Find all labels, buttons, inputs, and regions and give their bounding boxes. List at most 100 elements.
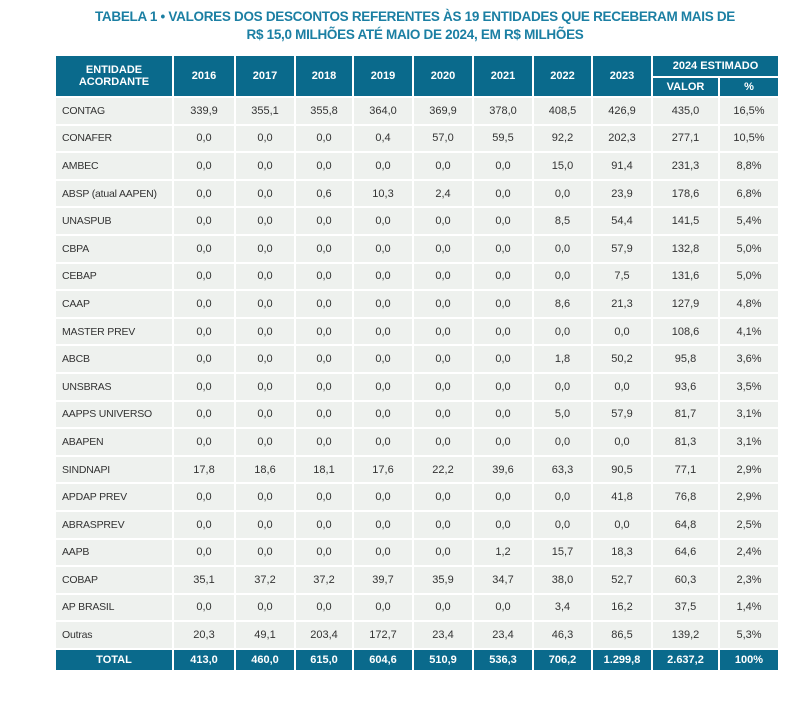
value-cell: 0,0 (412, 399, 474, 430)
header-entity: ENTIDADE ACORDANTE (54, 54, 174, 98)
header-2024-estimate: 2024 ESTIMADO (651, 54, 780, 78)
value-cell: 0,0 (472, 371, 534, 402)
value-cell: 10,5% (718, 123, 780, 154)
table-row: AAPPS UNIVERSO 0,0 0,0 0,0 0,0 0,0 0,0 5,0 57,9 8… (54, 399, 780, 430)
table-row: UNASPUB 0,0 0,0 0,0 0,0 0,0 0,0 8,5 54,4 141,5 5,4… (54, 206, 780, 236)
value-cell: 46,3 (532, 620, 593, 650)
value-cell: 3,1% (718, 399, 780, 430)
table-row: Outras 20,3 49,1 203,4 172,7 23,4 23,4 46,3 86,5… (54, 620, 780, 650)
value-cell: 0,0 (234, 151, 296, 181)
total-row: TOTAL 413,0 460,0 615,0 604,6 510,9 536,3 706,2… (54, 647, 780, 672)
value-cell: 0,0 (352, 261, 414, 292)
value-cell: 0,0 (412, 233, 474, 264)
total-cell: 460,0 (234, 647, 296, 672)
value-cell: 8,5 (532, 206, 593, 236)
value-cell: 1,8 (532, 344, 593, 374)
value-cell: 0,0 (472, 289, 534, 319)
discounts-table: ENTIDADE ACORDANTE 2016 2017 2018 2019 2… (54, 54, 780, 672)
value-cell: 132,8 (651, 233, 720, 264)
value-cell: 5,0 (532, 399, 593, 430)
value-cell: 7,5 (591, 261, 653, 292)
value-cell: 0,0 (472, 206, 534, 236)
entity-name: ABRASPREV (54, 509, 174, 540)
value-cell: 0,0 (234, 316, 296, 347)
table-row: AP BRASIL 0,0 0,0 0,0 0,0 0,0 0,0 3,4 16,2 37,5 1,… (54, 592, 780, 623)
table-row: CONTAG 339,9 355,1 355,8 364,0 369,9 378,0 408,… (54, 96, 780, 126)
entity-name: CAAP (54, 289, 174, 319)
table-row: UNSBRAS 0,0 0,0 0,0 0,0 0,0 0,0 0,0 0,0 93,6 3,5% (54, 371, 780, 402)
value-cell: 4,8% (718, 289, 780, 319)
total-cell: 604,6 (352, 647, 414, 672)
value-cell: 81,3 (651, 427, 720, 457)
value-cell: 0,0 (472, 482, 534, 512)
value-cell: 0,0 (294, 592, 354, 623)
value-cell: 408,5 (532, 96, 593, 126)
table-title: TABELA 1 • VALORES DOS DESCONTOS REFEREN… (94, 9, 736, 42)
value-cell: 0,0 (352, 399, 414, 430)
value-cell: 0,0 (532, 371, 593, 402)
value-cell: 92,2 (532, 123, 593, 154)
header-year: 2019 (352, 54, 414, 98)
value-cell: 0,0 (472, 592, 534, 623)
value-cell: 0,0 (172, 509, 236, 540)
value-cell: 0,0 (294, 427, 354, 457)
value-cell: 0,0 (591, 316, 653, 347)
value-cell: 0,0 (352, 233, 414, 264)
value-cell: 90,5 (591, 454, 653, 485)
header-valor: VALOR (651, 76, 720, 98)
value-cell: 3,1% (718, 427, 780, 457)
value-cell: 86,5 (591, 620, 653, 650)
value-cell: 0,0 (294, 206, 354, 236)
value-cell: 0,0 (294, 537, 354, 568)
value-cell: 426,9 (591, 96, 653, 126)
value-cell: 0,0 (412, 289, 474, 319)
value-cell: 4,1% (718, 316, 780, 347)
value-cell: 0,0 (294, 509, 354, 540)
value-cell: 0,0 (294, 482, 354, 512)
value-cell: 2,5% (718, 509, 780, 540)
value-cell: 60,3 (651, 565, 720, 595)
value-cell: 57,9 (591, 399, 653, 430)
value-cell: 0,0 (294, 151, 354, 181)
value-cell: 0,0 (172, 427, 236, 457)
value-cell: 81,7 (651, 399, 720, 430)
value-cell: 0,0 (352, 344, 414, 374)
value-cell: 2,9% (718, 454, 780, 485)
entity-name: Outras (54, 620, 174, 650)
value-cell: 16,2 (591, 592, 653, 623)
value-cell: 0,0 (234, 233, 296, 264)
value-cell: 0,0 (352, 537, 414, 568)
value-cell: 8,8% (718, 151, 780, 181)
value-cell: 127,9 (651, 289, 720, 319)
value-cell: 23,4 (412, 620, 474, 650)
value-cell: 77,1 (651, 454, 720, 485)
value-cell: 76,8 (651, 482, 720, 512)
value-cell: 20,3 (172, 620, 236, 650)
value-cell: 339,9 (172, 96, 236, 126)
table-row: APDAP PREV 0,0 0,0 0,0 0,0 0,0 0,0 0,0 41,8 76,8 2… (54, 482, 780, 512)
value-cell: 0,0 (172, 233, 236, 264)
value-cell: 355,8 (294, 96, 354, 126)
value-cell: 15,7 (532, 537, 593, 568)
value-cell: 0,0 (472, 399, 534, 430)
header-year: 2018 (294, 54, 354, 98)
header-year: 2017 (234, 54, 296, 98)
table-row: COBAP 35,1 37,2 37,2 39,7 35,9 34,7 38,0 52,7 60,… (54, 565, 780, 595)
table-row: CAAP 0,0 0,0 0,0 0,0 0,0 0,0 8,6 21,3 127,9 4,8% (54, 289, 780, 319)
value-cell: 18,1 (294, 454, 354, 485)
value-cell: 435,0 (651, 96, 720, 126)
total-cell: 100% (718, 647, 780, 672)
value-cell: 5,4% (718, 206, 780, 236)
value-cell: 41,8 (591, 482, 653, 512)
entity-name: AAPB (54, 537, 174, 568)
total-cell: 536,3 (472, 647, 534, 672)
value-cell: 64,6 (651, 537, 720, 568)
value-cell: 0,0 (412, 427, 474, 457)
value-cell: 0,0 (412, 316, 474, 347)
value-cell: 35,1 (172, 565, 236, 595)
entity-name: AP BRASIL (54, 592, 174, 623)
header-year: 2016 (172, 54, 236, 98)
total-cell: 413,0 (172, 647, 236, 672)
value-cell: 0,0 (352, 509, 414, 540)
value-cell: 0,0 (234, 261, 296, 292)
